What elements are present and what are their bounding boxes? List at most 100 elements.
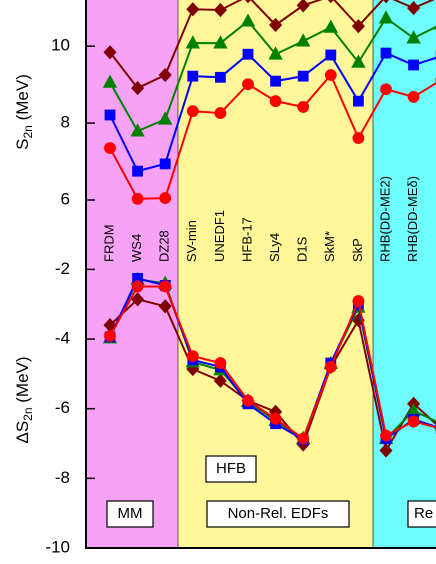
point [213,2,227,18]
y-tick-label: 6 [61,189,70,208]
point [296,0,310,13]
point [351,54,366,68]
y-tick-label: -4 [55,329,70,348]
point [159,192,172,204]
point [379,443,393,458]
annotation-box: Non-Rel. EDFs [206,500,350,528]
x-tick-label: FRDM [101,224,116,262]
point [213,373,227,388]
point [131,292,145,307]
point [214,71,226,83]
point [296,33,311,47]
annotation: Non-Rel. EDFs [228,505,329,522]
x-tick-label: HFB-17 [239,217,254,262]
point [158,111,173,125]
point [269,95,282,108]
y-axis-label: ΔS2n (MeV) [13,356,35,443]
x-tick-label: WS4 [129,234,144,262]
point [214,357,227,369]
y-axis-label-part: (MeV) [13,74,32,125]
point [297,101,310,113]
y-tick-label: 8 [61,113,70,132]
point [268,46,283,60]
point [186,2,200,17]
point [130,123,145,137]
point [159,158,171,170]
point [102,74,118,88]
y-axis-label-part: (MeV) [13,356,32,407]
point [380,83,392,96]
point [297,70,309,82]
point [269,17,283,33]
annotation: Re [414,505,433,522]
annotation-box: Re [407,500,436,528]
point [186,105,199,118]
point [159,280,172,293]
point [270,75,282,87]
point [327,0,334,4]
x-tick-label: UNEDF1 [212,210,227,262]
point [186,350,199,363]
annotation: MM [118,505,143,522]
y-axis-label-part: 2n [21,407,35,420]
x-tick-label: SkM* [322,231,337,262]
x-tick-label: SV-min [184,220,199,262]
point [380,429,392,442]
region-rel [373,0,436,548]
point [242,394,254,407]
point [324,69,337,81]
point [408,59,420,71]
point [131,280,144,293]
point [187,70,199,82]
point [324,360,337,373]
region-mm [86,0,178,548]
point [380,47,392,59]
x-tick-label: RHB(DD-MEδ) [405,176,420,262]
point [352,95,364,107]
point [383,0,389,4]
point [131,192,144,205]
y-axis-label-part: ΔS [13,421,32,444]
x-tick-label: SLy4 [267,233,282,262]
point [242,48,254,60]
point [213,35,228,49]
point [104,109,116,121]
point [407,91,420,103]
annotation: HFB [216,460,246,477]
annotation-box: HFB [205,455,257,483]
point [214,107,227,119]
point [378,10,394,24]
y-axis-label-part: S [13,139,32,150]
y-axis-label-part: 2n [21,125,35,138]
y-tick-label: -10 [45,537,70,556]
point [131,80,145,96]
point [104,142,116,154]
annotation-box: MM [106,500,154,528]
point [242,78,254,91]
point [158,299,172,314]
point [407,0,421,16]
point [245,0,251,4]
x-tick-label: RHB(DD-ME2) [377,176,392,262]
point [240,13,256,27]
point [352,295,365,307]
y-tick-label: 10 [51,36,70,55]
marks [102,0,436,458]
x-tick-label: SkP [350,238,365,262]
point [406,30,421,44]
x-tick-label: DZ28 [157,230,172,262]
y-axis-label: S2n (MeV) [13,74,35,150]
point [104,329,116,342]
point [185,35,200,49]
point [352,132,365,144]
point [269,412,282,425]
point [103,45,117,60]
point [325,49,337,61]
point [297,432,310,445]
point [351,19,365,34]
point [323,19,338,33]
x-tick-label: D1S [295,236,310,262]
point [158,67,172,83]
y-tick-label: -2 [55,259,70,278]
